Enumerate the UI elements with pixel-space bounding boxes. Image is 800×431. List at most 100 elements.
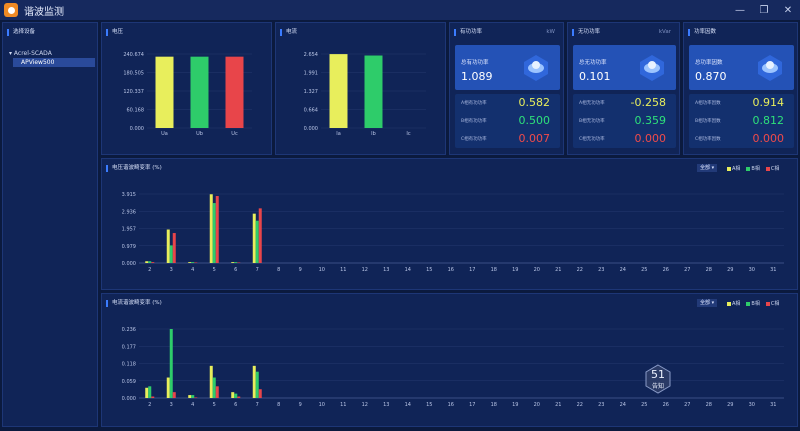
power-factor-total-card: 总功率因数 0.870 (689, 45, 794, 90)
meter-icon (758, 55, 782, 81)
bar (234, 393, 238, 398)
reactive-power-total-label: 总无功功率 (579, 60, 607, 66)
voltage-harmonic-title: 电压谐波畸变率 (%) (106, 165, 162, 172)
x-tick-label: 8 (277, 402, 280, 408)
x-tick-label: Ia (336, 131, 341, 137)
hexagon-icon (645, 364, 671, 394)
voltage-harmonic-panel: 电压谐波畸变率 (%) 全部 ▾ A相 B相 C相 3.915 2.936 1.95… (101, 158, 798, 290)
meter-icon (640, 55, 664, 81)
reactive-power-panel: 无功功率 kVar 总无功功率 0.101 A相无功功率 -0.258 B相无功功… (567, 22, 680, 155)
x-tick-label: 19 (512, 267, 518, 273)
pf-b-value: 0.812 (752, 114, 785, 127)
active-b-label: B相有功功率 (461, 119, 487, 124)
x-tick-label: 28 (706, 402, 712, 408)
close-button[interactable]: ✕ (783, 4, 793, 16)
bar (215, 196, 219, 263)
x-tick-label: 20 (534, 267, 540, 273)
bar (169, 245, 173, 263)
voltage-panel: 电压 240.674 180.505 120.337 60.168 0.000 Ua Ub U… (101, 22, 272, 155)
x-tick-label: 11 (340, 267, 346, 273)
bar (209, 365, 213, 398)
x-tick-label: 13 (383, 402, 389, 408)
pf-b-label: B相功率因数 (695, 119, 721, 124)
device-panel: 选择设备 ▾ Acrel-SCADA APView500 (2, 22, 98, 427)
y-tick-label: 0.979 (122, 244, 136, 250)
tree-node-device[interactable]: APView500 (13, 58, 95, 67)
current-chart: 2.654 1.991 1.327 0.664 0.000 Ia Ib Ic (304, 52, 426, 137)
bar (166, 229, 170, 263)
x-tick-label: 29 (727, 267, 733, 273)
bar (191, 395, 195, 398)
voltage-title: 电压 (106, 29, 123, 36)
bar (364, 55, 383, 128)
legend-c: C相 (770, 301, 780, 307)
bar (190, 56, 209, 128)
active-power-total-value: 1.089 (461, 70, 493, 83)
reactive-c-value: 0.000 (634, 132, 667, 145)
current-title: 电流 (280, 29, 297, 36)
x-tick-label: Ic (406, 131, 410, 137)
bar (145, 387, 149, 398)
y-tick-label: 0.236 (122, 327, 136, 333)
legend-b: B相 (751, 166, 760, 172)
notice-label: 告知 (651, 382, 664, 390)
x-tick-label: 16 (448, 402, 454, 408)
bar (151, 262, 155, 263)
x-tick-label: 8 (277, 267, 280, 273)
x-tick-label: 15 (426, 402, 432, 408)
reactive-b-value: 0.359 (634, 114, 667, 127)
pf-c-value: 0.000 (752, 132, 785, 145)
y-tick-label: 0.664 (304, 108, 318, 114)
tree-node-root[interactable]: ▾ Acrel-SCADA (9, 50, 52, 57)
notice-badge[interactable]: 51 告知 (644, 364, 672, 394)
x-tick-label: 29 (727, 402, 733, 408)
bar (188, 262, 192, 263)
active-power-total-label: 总有功功率 (461, 60, 489, 66)
x-tick-label: 26 (663, 267, 669, 273)
power-factor-panel: 功率因数 总功率因数 0.870 A相功率因数 0.914 B相功率因数 0.812… (683, 22, 798, 155)
x-tick-label: 7 (256, 267, 259, 273)
x-tick-label: 13 (383, 267, 389, 273)
pf-a-value: 0.914 (752, 96, 785, 109)
y-tick-label: 1.991 (304, 71, 318, 77)
x-tick-label: 17 (469, 267, 475, 273)
active-a-label: A相有功功率 (461, 101, 487, 106)
pf-a-label: A相功率因数 (695, 101, 721, 106)
x-tick-label: 30 (749, 402, 755, 408)
x-tick-label: 30 (749, 267, 755, 273)
x-tick-label: 18 (491, 267, 497, 273)
x-tick-label: 6 (234, 267, 237, 273)
y-tick-label: 2.654 (304, 52, 318, 58)
maximize-button[interactable]: ❐ (759, 4, 769, 16)
bar (151, 396, 155, 398)
x-tick-label: 20 (534, 402, 540, 408)
bar (166, 377, 170, 398)
pf-c-label: C相功率因数 (695, 137, 721, 142)
y-tick-label: 0.059 (122, 379, 136, 385)
x-tick-label: 5 (213, 402, 216, 408)
reactive-c-label: C相无功功率 (579, 137, 605, 142)
bar (191, 262, 195, 263)
x-tick-label: 9 (299, 402, 302, 408)
x-tick-label: 15 (426, 267, 432, 273)
y-tick-label: 180.505 (123, 71, 144, 77)
x-tick-label: 19 (512, 402, 518, 408)
app-icon (4, 3, 18, 17)
phase-dropdown[interactable]: 全部 ▾ (697, 164, 718, 172)
x-tick-label: 18 (491, 402, 497, 408)
phase-dropdown[interactable]: 全部 ▾ (697, 299, 718, 307)
reactive-b-label: B相无功功率 (579, 119, 605, 124)
minimize-button[interactable]: — (735, 4, 745, 16)
x-tick-label: 10 (319, 267, 325, 273)
notice-count: 51 (651, 367, 665, 381)
active-c-value: 0.007 (518, 132, 551, 145)
x-tick-label: 16 (448, 267, 454, 273)
active-power-total-card: 总有功功率 1.089 (455, 45, 560, 90)
legend-a: A相 (732, 166, 741, 172)
x-tick-label: 22 (577, 267, 583, 273)
active-power-title: 有功功率 (454, 29, 482, 36)
bar (148, 386, 152, 398)
current-harmonic-title: 电流谐波畸变率 (%) (106, 300, 162, 307)
